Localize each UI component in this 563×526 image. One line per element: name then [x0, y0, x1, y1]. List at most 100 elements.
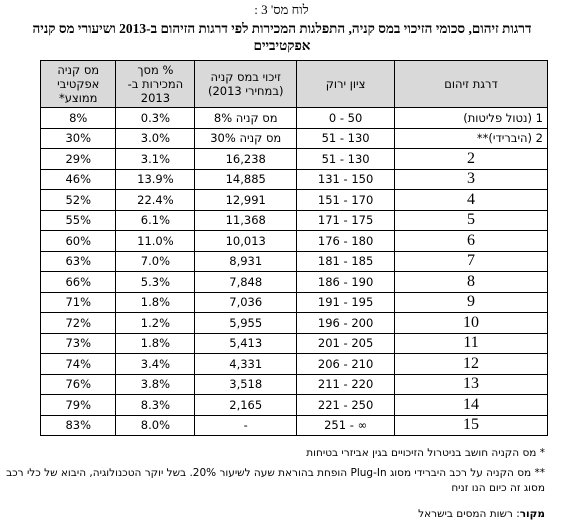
table-cell: 10	[394, 312, 548, 334]
table-cell: 9	[394, 291, 548, 313]
header-cell: זיכוי במס קניה (במחירי 2013)	[194, 60, 298, 108]
table-cell: 3,518	[194, 373, 298, 395]
table-cell: 12,991	[194, 189, 298, 211]
footnote: ** מס הקניה על רכב היברידי מסוג Plug-In …	[6, 467, 545, 494]
header-cell: ציון ירוק	[296, 60, 396, 108]
table-cell: 1.8%	[115, 291, 196, 313]
table-row: 7 181 - 185 8,931 7.0% 63%	[39, 250, 548, 272]
caption: לוח מס' 3 :	[254, 2, 309, 17]
table-row: 15 251 - ∞ -8.0% 83%	[39, 414, 548, 436]
table-cell: 2 (היברידי)**	[394, 127, 548, 149]
table-cell: 8,931	[194, 250, 298, 272]
table-row: 8 186 - 190 7,848 5.3% 66%	[39, 271, 548, 293]
table-row: 2 51 - 130 16,238 3.1% 29%	[39, 148, 548, 170]
table-row: 11 201 - 205 5,413 1.8% 73%	[39, 332, 548, 354]
table-cell: 8.0%	[115, 414, 196, 436]
data-table: דרגת זיהום ציון ירוק זיכוי במס קניה (במחיר…	[39, 60, 548, 436]
table-cell: 5.3%	[115, 271, 196, 293]
table-cell: 221 - 250	[296, 394, 396, 416]
table-row: 12 206 - 210 4,331 3.4% 74%	[39, 353, 548, 375]
table-cell: 83%	[39, 414, 117, 436]
table-cell: 11,368	[194, 209, 298, 231]
header-cell: דרגת זיהום	[394, 60, 548, 108]
table-cell: 151 - 170	[296, 189, 396, 211]
table-cell: 11	[394, 332, 548, 354]
table-cell: 76%	[39, 373, 117, 395]
table-cell: 22.4%	[115, 189, 196, 211]
table-cell: 2	[394, 148, 548, 170]
table-cell: 196 - 200	[296, 312, 396, 334]
table-cell: 8%	[39, 107, 117, 129]
table-cell: 5,955	[194, 312, 298, 334]
table-row: 10 196 - 200 5,955 1.2% 72%	[39, 312, 548, 334]
table-cell: 11.0%	[115, 230, 196, 252]
table-cell: -	[194, 414, 298, 436]
table-cell: 71%	[39, 291, 117, 313]
table-cell: 186 - 190	[296, 271, 396, 293]
table-cell: 46%	[39, 168, 117, 190]
table-cell: 14	[394, 394, 548, 416]
table-cell: 51 - 130	[296, 148, 396, 170]
table-cell: 2,165	[194, 394, 298, 416]
table-cell: 4,331	[194, 353, 298, 375]
table-cell: 30%	[39, 127, 117, 149]
table-cell: 3.4%	[115, 353, 196, 375]
table-cell: 55%	[39, 209, 117, 231]
table-cell: 10,013	[194, 230, 298, 252]
table-cell: 6.1%	[115, 209, 196, 231]
table-cell: 191 - 195	[296, 291, 396, 313]
table-cell: 13	[394, 373, 548, 395]
table-cell: מס קניה 30%	[194, 127, 298, 149]
footnote: * מס הקניה חושב בניטרול הזיכויים בגין אב…	[306, 447, 545, 459]
table-cell: מס קניה 8%	[194, 107, 298, 129]
table-row: 4 151 - 170 12,991 22.4% 52%	[39, 189, 548, 211]
table-cell: 7,036	[194, 291, 298, 313]
table-cell: 3.8%	[115, 373, 196, 395]
table-cell: 3.1%	[115, 148, 196, 170]
table-cell: 29%	[39, 148, 117, 170]
table-cell: 0.3%	[115, 107, 196, 129]
table-cell: 176 - 180	[296, 230, 396, 252]
table-cell: 3	[394, 168, 548, 190]
table-cell: 4	[394, 189, 548, 211]
table-cell: 1.8%	[115, 332, 196, 354]
header-cell: מס קניה אפקטיבי ממוצע*	[39, 60, 117, 108]
table-cell: 181 - 185	[296, 250, 396, 272]
table-row: 9 191 - 195 7,036 1.8% 71%	[39, 291, 548, 313]
table-cell: 5	[394, 209, 548, 231]
table-cell: 206 - 210	[296, 353, 396, 375]
table-cell: 7,848	[194, 271, 298, 293]
table-cell: 6	[394, 230, 548, 252]
table-cell: 5,413	[194, 332, 298, 354]
header-cell: % מסך המכירות ב- 2013	[115, 60, 196, 108]
table-cell: 201 - 205	[296, 332, 396, 354]
table-cell: 251 - ∞	[296, 414, 396, 436]
table-cell: 51 - 130	[296, 127, 396, 149]
table-cell: 12	[394, 353, 548, 375]
table-cell: 3.0%	[115, 127, 196, 149]
table-cell: 63%	[39, 250, 117, 272]
table-cell: 79%	[39, 394, 117, 416]
table-cell: 0 - 50	[296, 107, 396, 129]
table-cell: 74%	[39, 353, 117, 375]
table-row: 6 176 - 180 10,013 11.0% 60%	[39, 230, 548, 252]
table-cell: 14,885	[194, 168, 298, 190]
table-cell: 16,238	[194, 148, 298, 170]
table-cell: 52%	[39, 189, 117, 211]
table-cell: 1 (נטול פליטות)	[394, 107, 548, 129]
table-cell: 72%	[39, 312, 117, 334]
table-cell: 131 - 150	[296, 168, 396, 190]
table-cell: 8	[394, 271, 548, 293]
source-text: : רשות המסים בישראל	[418, 508, 520, 520]
table-cell: 13.9%	[115, 168, 196, 190]
table-cell: 8.3%	[115, 394, 196, 416]
header-row: דרגת זיהום ציון ירוק זיכוי במס קניה (במחיר…	[39, 60, 548, 108]
table-cell: 171 - 175	[296, 209, 396, 231]
source: מקור: רשות המסים בישראל	[4, 507, 545, 522]
source-label: מקור	[519, 508, 545, 520]
table-cell: 211 - 220	[296, 373, 396, 395]
table-cell: 15	[394, 414, 548, 436]
table-cell: 7.0%	[115, 250, 196, 272]
table-cell: 7	[394, 250, 548, 272]
